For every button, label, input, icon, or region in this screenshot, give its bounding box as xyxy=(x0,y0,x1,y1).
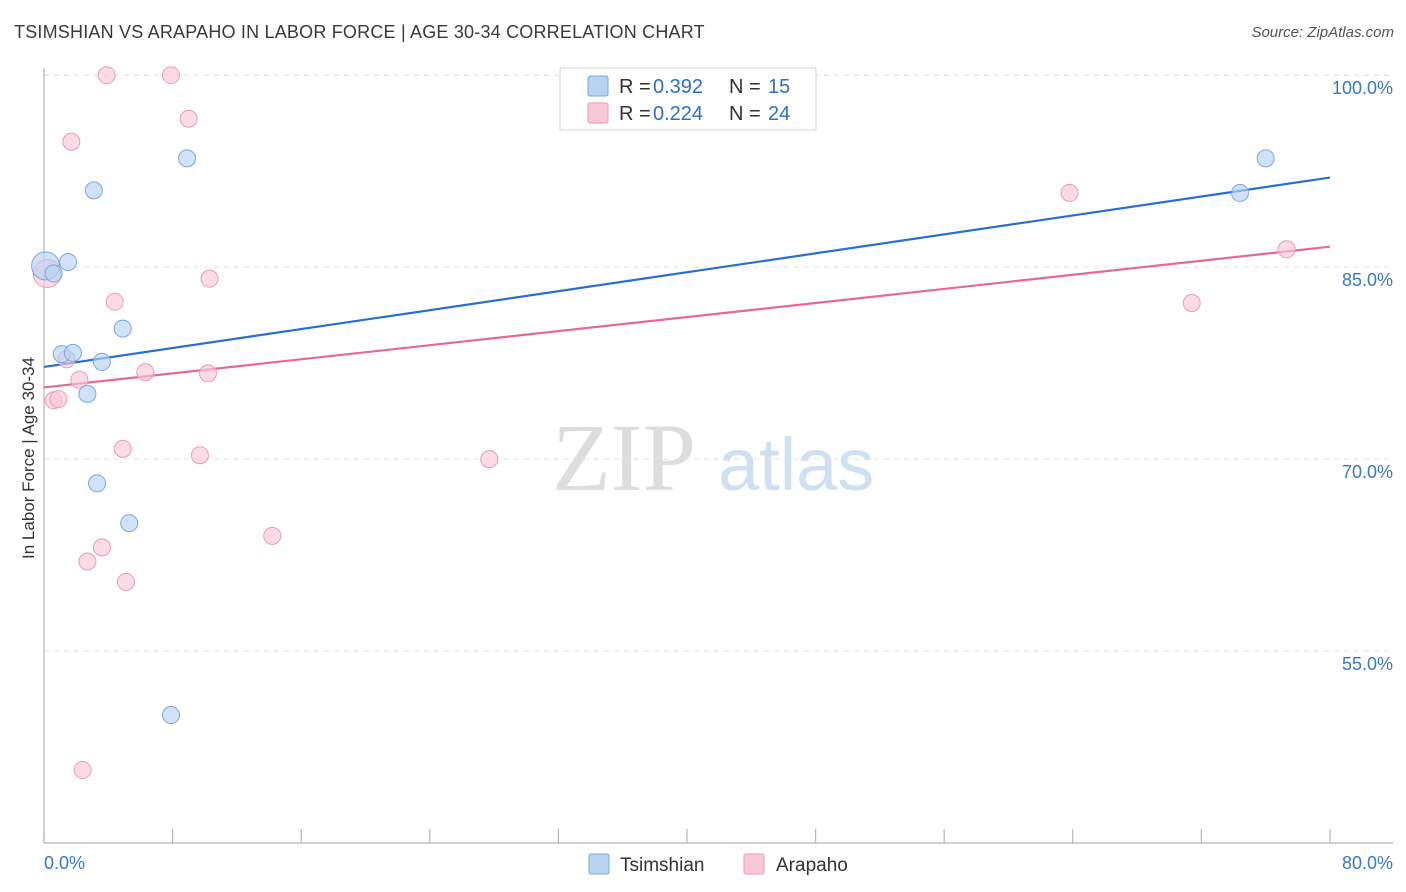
legend-n-value-tsimshian: 15 xyxy=(768,76,790,98)
legend-r-label-tsimshian: R = xyxy=(619,76,651,98)
watermark-atlas: atlas xyxy=(718,423,874,506)
point-arapaho xyxy=(179,109,198,128)
point-tsimshian xyxy=(44,264,63,283)
point-arapaho xyxy=(78,552,97,571)
legend-r-value-tsimshian: 0.392 xyxy=(653,76,703,98)
point-arapaho xyxy=(92,538,111,557)
trend-line-tsimshian xyxy=(43,176,1331,369)
point-arapaho xyxy=(62,132,81,151)
series-legend-swatch-tsimshian xyxy=(588,853,610,875)
watermark: ZIP atlas xyxy=(552,404,874,511)
point-tsimshian xyxy=(78,384,97,403)
source-credit: Source: ZipAtlas.com xyxy=(1251,24,1394,41)
point-tsimshian xyxy=(178,149,197,168)
correlation-legend: R = 0.392 N = 15 R = 0.224 N = 24 xyxy=(559,67,817,131)
point-arapaho xyxy=(136,363,155,382)
x-tick-label-min: 0.0% xyxy=(44,853,85,873)
y-tick-label: 55.0% xyxy=(1342,654,1393,674)
y-axis-title: In Labor Force | Age 30-34 xyxy=(19,357,38,559)
point-tsimshian xyxy=(88,474,107,493)
point-arapaho xyxy=(190,446,209,465)
legend-n-label-tsimshian: N = xyxy=(729,76,761,98)
point-tsimshian xyxy=(63,343,82,362)
point-arapaho xyxy=(116,572,135,591)
trend-lines xyxy=(43,176,1331,389)
point-tsimshian xyxy=(84,181,103,200)
point-arapaho xyxy=(70,370,89,389)
point-tsimshian xyxy=(113,319,132,338)
point-arapaho xyxy=(105,292,124,311)
legend-r-value-arapaho: 0.224 xyxy=(653,103,703,125)
series-legend-label-arapaho: Arapaho xyxy=(776,855,848,876)
watermark-zip: ZIP xyxy=(552,404,696,511)
point-arapaho xyxy=(113,439,132,458)
point-arapaho xyxy=(73,761,92,780)
legend-r-label-arapaho: R = xyxy=(619,103,651,125)
series-legend: Tsimshian Arapaho xyxy=(588,853,848,876)
point-arapaho xyxy=(97,66,116,85)
y-tick-label: 100.0% xyxy=(1332,78,1393,98)
series-legend-label-tsimshian: Tsimshian xyxy=(620,855,704,876)
point-arapaho xyxy=(49,389,68,408)
point-arapaho xyxy=(263,526,282,545)
point-tsimshian xyxy=(120,514,139,533)
point-arapaho xyxy=(1060,183,1079,202)
point-tsimshian xyxy=(59,253,78,272)
series-legend-swatch-arapaho xyxy=(743,853,765,875)
y-tick-label: 85.0% xyxy=(1342,270,1393,290)
x-tick-label-max: 80.0% xyxy=(1342,853,1393,873)
point-arapaho xyxy=(200,269,219,288)
point-tsimshian xyxy=(161,706,180,725)
point-arapaho xyxy=(480,450,499,469)
grid-lines xyxy=(44,74,1394,652)
y-tick-label: 70.0% xyxy=(1342,462,1393,482)
point-arapaho xyxy=(1277,240,1296,259)
legend-n-value-arapaho: 24 xyxy=(768,103,790,125)
point-arapaho xyxy=(198,364,217,383)
point-tsimshian xyxy=(92,352,111,371)
data-points xyxy=(31,66,1296,780)
legend-swatch-tsimshian xyxy=(587,75,609,97)
trend-line-arapaho xyxy=(43,245,1331,389)
point-arapaho xyxy=(1182,293,1201,312)
legend-swatch-arapaho xyxy=(587,102,609,124)
legend-n-label-arapaho: N = xyxy=(729,103,761,125)
chart-title: TSIMSHIAN VS ARAPAHO IN LABOR FORCE | AG… xyxy=(14,22,705,42)
point-arapaho xyxy=(161,66,180,85)
point-tsimshian xyxy=(1256,149,1275,168)
point-tsimshian xyxy=(1230,183,1249,202)
axes: 55.0% 70.0% 85.0% 100.0% xyxy=(43,68,1393,844)
